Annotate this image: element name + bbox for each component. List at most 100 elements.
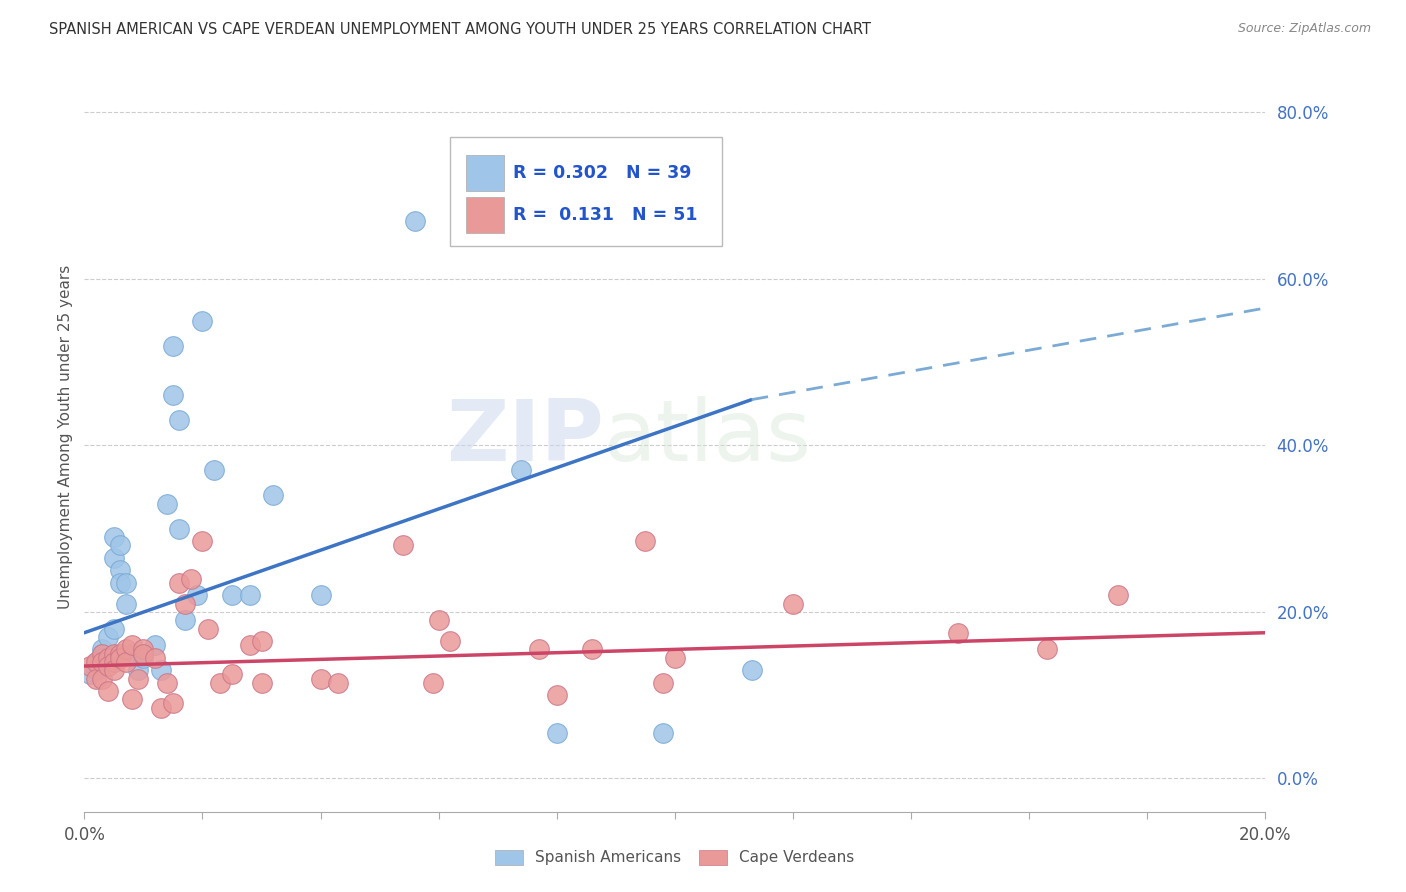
Point [664,650,686,665]
Point [439,634,461,648]
Point [108,563,131,577]
Point [309,588,332,602]
Point [97,630,120,644]
Point [121,638,143,652]
Point [209,675,232,690]
Point [162,697,184,711]
Point [108,650,131,665]
Point [527,642,550,657]
Point [546,725,568,739]
Point [84,663,107,677]
Point [1107,588,1129,602]
Point [262,488,284,502]
Point [121,647,143,661]
Point [392,538,415,552]
Point [143,650,166,665]
Point [191,534,214,549]
Point [84,655,107,669]
Point [103,622,125,636]
Point [108,647,131,661]
Point [239,638,262,652]
Point [132,642,155,657]
Point [167,413,190,427]
Point [652,675,675,690]
Point [1036,642,1059,657]
Point [91,647,114,661]
Point [91,672,114,686]
FancyBboxPatch shape [450,137,723,246]
Point [91,650,114,665]
Point [741,663,763,677]
Point [97,650,120,665]
Point [197,622,219,636]
Point [162,388,184,402]
Point [427,613,450,627]
Point [510,463,533,477]
Point [143,638,166,652]
Point [79,667,101,681]
Point [108,538,131,552]
Point [103,647,125,661]
Point [103,655,125,669]
Point [103,550,125,565]
Point [97,684,120,698]
Point [782,597,804,611]
Point [250,675,273,690]
Point [309,672,332,686]
Text: Source: ZipAtlas.com: Source: ZipAtlas.com [1237,22,1371,36]
Text: SPANISH AMERICAN VS CAPE VERDEAN UNEMPLOYMENT AMONG YOUTH UNDER 25 YEARS CORRELA: SPANISH AMERICAN VS CAPE VERDEAN UNEMPLO… [49,22,872,37]
Point [404,213,426,227]
Point [156,675,179,690]
Point [79,659,101,673]
Point [127,663,149,677]
Point [948,625,970,640]
Point [132,650,155,665]
Point [84,672,107,686]
Point [202,463,225,477]
Point [173,613,195,627]
Point [91,655,114,669]
Point [121,692,143,706]
Point [84,655,107,669]
Point [108,575,131,590]
Point [581,642,603,657]
Text: ZIP: ZIP [446,395,605,479]
Point [239,588,262,602]
FancyBboxPatch shape [465,155,503,191]
Point [652,725,675,739]
Point [191,313,214,327]
Point [132,647,155,661]
Point [114,655,136,669]
Point [156,497,179,511]
Legend: Spanish Americans, Cape Verdeans: Spanish Americans, Cape Verdeans [489,844,860,871]
Point [114,575,136,590]
Point [328,675,350,690]
Point [173,597,195,611]
Point [91,642,114,657]
Point [97,650,120,665]
Point [167,522,190,536]
Point [186,588,208,602]
Point [250,634,273,648]
Point [221,667,243,681]
Point [97,659,120,673]
Text: R = 0.302   N = 39: R = 0.302 N = 39 [513,163,692,182]
Point [422,675,444,690]
Point [180,572,202,586]
Point [91,647,114,661]
Point [167,575,190,590]
Point [221,588,243,602]
Point [114,597,136,611]
Point [103,530,125,544]
Point [162,338,184,352]
FancyBboxPatch shape [465,197,503,234]
Text: R =  0.131   N = 51: R = 0.131 N = 51 [513,205,697,224]
Point [114,642,136,657]
Point [150,663,173,677]
Point [103,663,125,677]
Y-axis label: Unemployment Among Youth under 25 years: Unemployment Among Youth under 25 years [58,265,73,609]
Point [150,700,173,714]
Point [634,534,657,549]
Point [127,672,149,686]
Point [546,688,568,702]
